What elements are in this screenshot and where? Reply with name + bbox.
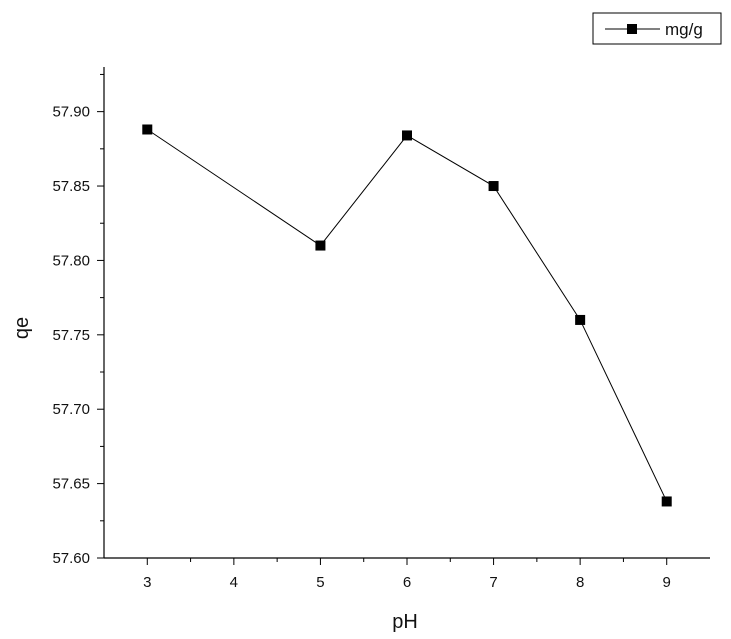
x-tick-label: 8 bbox=[576, 574, 584, 591]
y-tick-label: 57.75 bbox=[52, 327, 90, 344]
x-tick-label: 7 bbox=[489, 574, 497, 591]
data-point-marker bbox=[488, 181, 499, 192]
x-tick-label: 9 bbox=[663, 574, 671, 591]
data-point-marker bbox=[315, 240, 326, 251]
x-axis-ticks: 3 4 5 6 7 8 9 bbox=[143, 558, 671, 591]
series-line bbox=[147, 129, 668, 502]
x-tick-label: 4 bbox=[230, 574, 238, 591]
x-tick-label: 6 bbox=[403, 574, 411, 591]
y-axis-title: qe bbox=[11, 317, 33, 339]
data-point-marker bbox=[661, 496, 672, 507]
series-layer bbox=[142, 124, 672, 507]
x-tick-label: 3 bbox=[143, 574, 151, 591]
data-point-marker bbox=[142, 124, 153, 135]
x-axis-title: pH bbox=[392, 611, 418, 633]
x-tick-label: 5 bbox=[316, 574, 324, 591]
legend-square-marker bbox=[627, 24, 637, 34]
axes bbox=[103, 67, 710, 559]
y-tick-label: 57.80 bbox=[52, 252, 90, 269]
y-tick-label: 57.90 bbox=[52, 104, 90, 121]
y-tick-label: 57.60 bbox=[52, 550, 90, 567]
legend: mg/g bbox=[592, 12, 722, 45]
data-point-marker bbox=[402, 130, 412, 141]
y-axis-ticks: 57.60 57.65 57.70 57.75 57.80 57.85 57.90 bbox=[52, 73, 104, 567]
y-tick-label: 57.65 bbox=[52, 476, 90, 493]
y-tick-label: 57.70 bbox=[52, 401, 90, 418]
legend-entry-label: mg/g bbox=[665, 20, 703, 39]
y-tick-label: 57.85 bbox=[52, 178, 90, 195]
data-point-marker bbox=[575, 314, 586, 325]
